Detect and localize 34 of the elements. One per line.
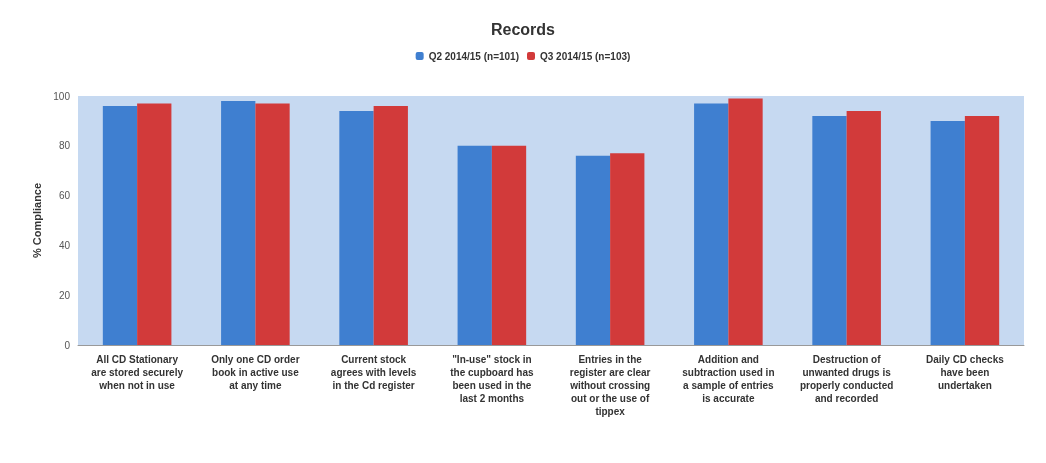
bar [575,155,611,345]
bar [221,100,256,345]
y-tick-label: 40 [58,239,71,251]
x-tick-label: All CD Stationary are stored securely when not in use [91,354,184,391]
bar [610,153,645,345]
bar [491,145,527,345]
bar [102,105,138,345]
legend-label: Q2 2014/15 (n=101) [428,50,520,62]
y-tick-label: 100 [53,90,71,102]
bar [339,110,374,345]
chart-title: Records [490,20,556,38]
bar [812,115,847,345]
y-tick-label: 0 [64,339,71,351]
bar [930,120,965,345]
bar [694,103,729,345]
bar [964,115,1000,345]
x-tick-label: Destruction of unwanted drugs is properly conducted and recorded [799,354,894,404]
bar [728,98,763,345]
bar [373,105,408,345]
x-tick-label: Entries in the register are clear without crossing out or the use of tippex [569,354,651,417]
y-axis-title: % Compliance [30,182,43,259]
bar [255,103,290,345]
x-tick-label: Daily CD checks have been undertaken [925,354,1005,391]
bar [457,145,492,345]
y-tick-label: 60 [58,190,71,202]
x-tick-label: Addition and subtraction used in a sample of entries is accurate [682,354,775,404]
y-tick-label: 80 [58,140,71,152]
x-tick-label: Only one CD order book in active use at any time [211,354,300,391]
bar [846,110,881,345]
y-tick-label: 20 [58,289,71,301]
legend-label: Q3 2014/15 (n=103) [540,50,631,62]
x-tick-label: Current stock agrees with levels in the Cd register [330,354,417,391]
bar [137,103,172,345]
x-tick-label: "In-use" stock in the cupboard has been used in the last 2 months [450,354,534,404]
